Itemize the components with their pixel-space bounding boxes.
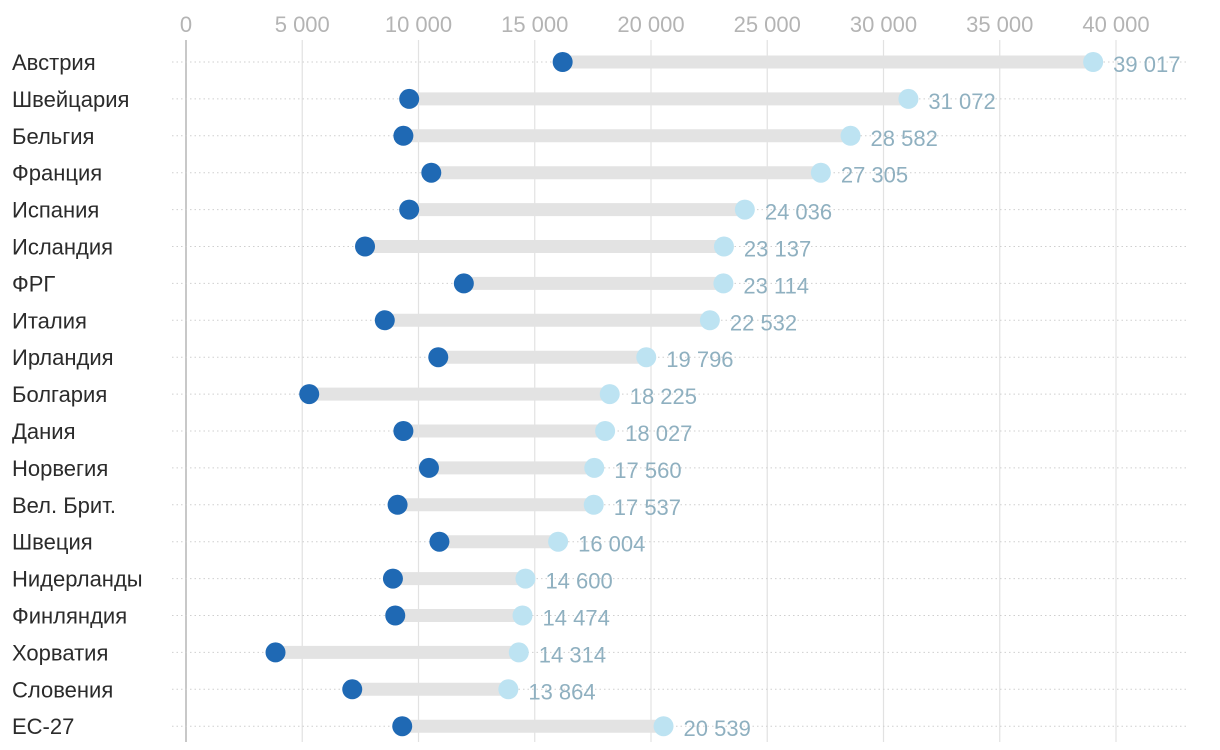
start-dot bbox=[399, 199, 420, 220]
start-dot bbox=[385, 605, 406, 626]
value-label: 14 314 bbox=[539, 642, 606, 667]
country-label: Швейцария bbox=[12, 87, 129, 112]
value-label: 39 017 bbox=[1113, 52, 1180, 77]
x-tick-label: 40 000 bbox=[1082, 12, 1149, 37]
value-label: 20 539 bbox=[684, 716, 751, 741]
x-tick-label: 15 000 bbox=[501, 12, 568, 37]
country-label: Ирландия bbox=[12, 345, 114, 370]
end-dot bbox=[636, 347, 657, 368]
country-label: Дания bbox=[12, 419, 76, 444]
end-dot bbox=[713, 273, 734, 294]
country-label: Хорватия bbox=[12, 640, 108, 665]
end-dot bbox=[515, 568, 536, 589]
value-label: 23 137 bbox=[744, 237, 811, 262]
start-dot bbox=[393, 421, 414, 441]
value-labels: 39 017 31 072 28 582 27 305 24 036 23 137 23 1… bbox=[528, 52, 1180, 741]
range-dots bbox=[265, 52, 1104, 737]
end-dot bbox=[1083, 52, 1104, 72]
country-label: Нидерланды bbox=[12, 567, 143, 592]
end-dot bbox=[599, 384, 620, 405]
end-dot bbox=[548, 531, 569, 552]
start-dot bbox=[392, 716, 413, 737]
end-dot bbox=[508, 642, 529, 663]
start-dot bbox=[299, 384, 320, 405]
country-label: Болгария bbox=[12, 382, 107, 407]
start-dot bbox=[552, 52, 573, 72]
x-tick-label: 20 000 bbox=[617, 12, 684, 37]
start-dot bbox=[428, 347, 449, 368]
value-label: 17 537 bbox=[614, 495, 681, 520]
value-label: 19 796 bbox=[666, 347, 733, 372]
end-dot bbox=[699, 310, 720, 331]
value-label: 16 004 bbox=[578, 532, 645, 557]
start-dot bbox=[374, 310, 395, 331]
country-label: Италия bbox=[12, 308, 87, 333]
start-dot bbox=[393, 125, 414, 146]
country-label: Финляндия bbox=[12, 604, 127, 629]
x-tick-label: 30 000 bbox=[850, 12, 917, 37]
end-dot bbox=[840, 125, 861, 146]
x-axis-tick-labels: 0 5 000 10 000 15 000 20 000 25 000 30 000 35 0… bbox=[180, 12, 1150, 37]
row-guides bbox=[172, 61, 1188, 727]
start-dot bbox=[453, 273, 474, 294]
end-dot bbox=[653, 716, 674, 737]
start-dot bbox=[355, 236, 376, 257]
value-label: 24 036 bbox=[765, 200, 832, 225]
start-dot bbox=[399, 88, 420, 109]
start-dot bbox=[421, 162, 442, 183]
value-label: 13 864 bbox=[528, 679, 595, 704]
value-label: 14 474 bbox=[543, 606, 610, 631]
country-label: Бельгия bbox=[12, 124, 94, 149]
x-tick-label: 25 000 bbox=[734, 12, 801, 37]
end-dot bbox=[584, 457, 605, 478]
value-label: 17 560 bbox=[614, 458, 681, 483]
value-label: 27 305 bbox=[841, 163, 908, 188]
x-tick-label: 5 000 bbox=[275, 12, 330, 37]
end-dot bbox=[583, 494, 604, 515]
country-label: ФРГ bbox=[12, 271, 55, 296]
value-label: 18 027 bbox=[625, 421, 692, 446]
value-label: 14 600 bbox=[545, 569, 612, 594]
x-tick-label: 0 bbox=[180, 12, 192, 37]
country-label: Швеция bbox=[12, 530, 93, 555]
start-dot bbox=[429, 531, 450, 552]
gridlines bbox=[185, 40, 1117, 742]
end-dot bbox=[498, 679, 519, 700]
x-tick-label: 10 000 bbox=[385, 12, 452, 37]
value-label: 31 072 bbox=[928, 89, 995, 114]
end-dot bbox=[512, 605, 533, 626]
value-label: 28 582 bbox=[871, 126, 938, 151]
start-dot bbox=[418, 457, 439, 478]
value-label: 22 532 bbox=[730, 310, 797, 335]
start-dot bbox=[342, 679, 363, 700]
end-dot bbox=[734, 199, 755, 220]
start-dot bbox=[387, 494, 408, 515]
end-dot bbox=[810, 162, 831, 183]
end-dot bbox=[898, 88, 919, 109]
country-label: Норвегия bbox=[12, 456, 108, 481]
country-label: ЕС-27 bbox=[12, 714, 74, 739]
end-dot bbox=[595, 421, 616, 441]
country-label: Австрия bbox=[12, 50, 96, 75]
value-label: 18 225 bbox=[630, 384, 697, 409]
range-tracks bbox=[275, 55, 1094, 733]
end-dot bbox=[713, 236, 734, 257]
country-labels: Австрия Швейцария Бельгия Франция Испания Исл… bbox=[12, 50, 143, 739]
start-dot bbox=[382, 568, 403, 589]
start-dot bbox=[265, 642, 286, 663]
country-label: Испания bbox=[12, 198, 99, 223]
country-label: Франция bbox=[12, 161, 102, 186]
country-label: Исландия bbox=[12, 235, 113, 260]
x-tick-label: 35 000 bbox=[966, 12, 1033, 37]
country-label: Вел. Брит. bbox=[12, 493, 116, 518]
country-label: Словения bbox=[12, 677, 113, 702]
value-label: 23 114 bbox=[743, 273, 809, 298]
